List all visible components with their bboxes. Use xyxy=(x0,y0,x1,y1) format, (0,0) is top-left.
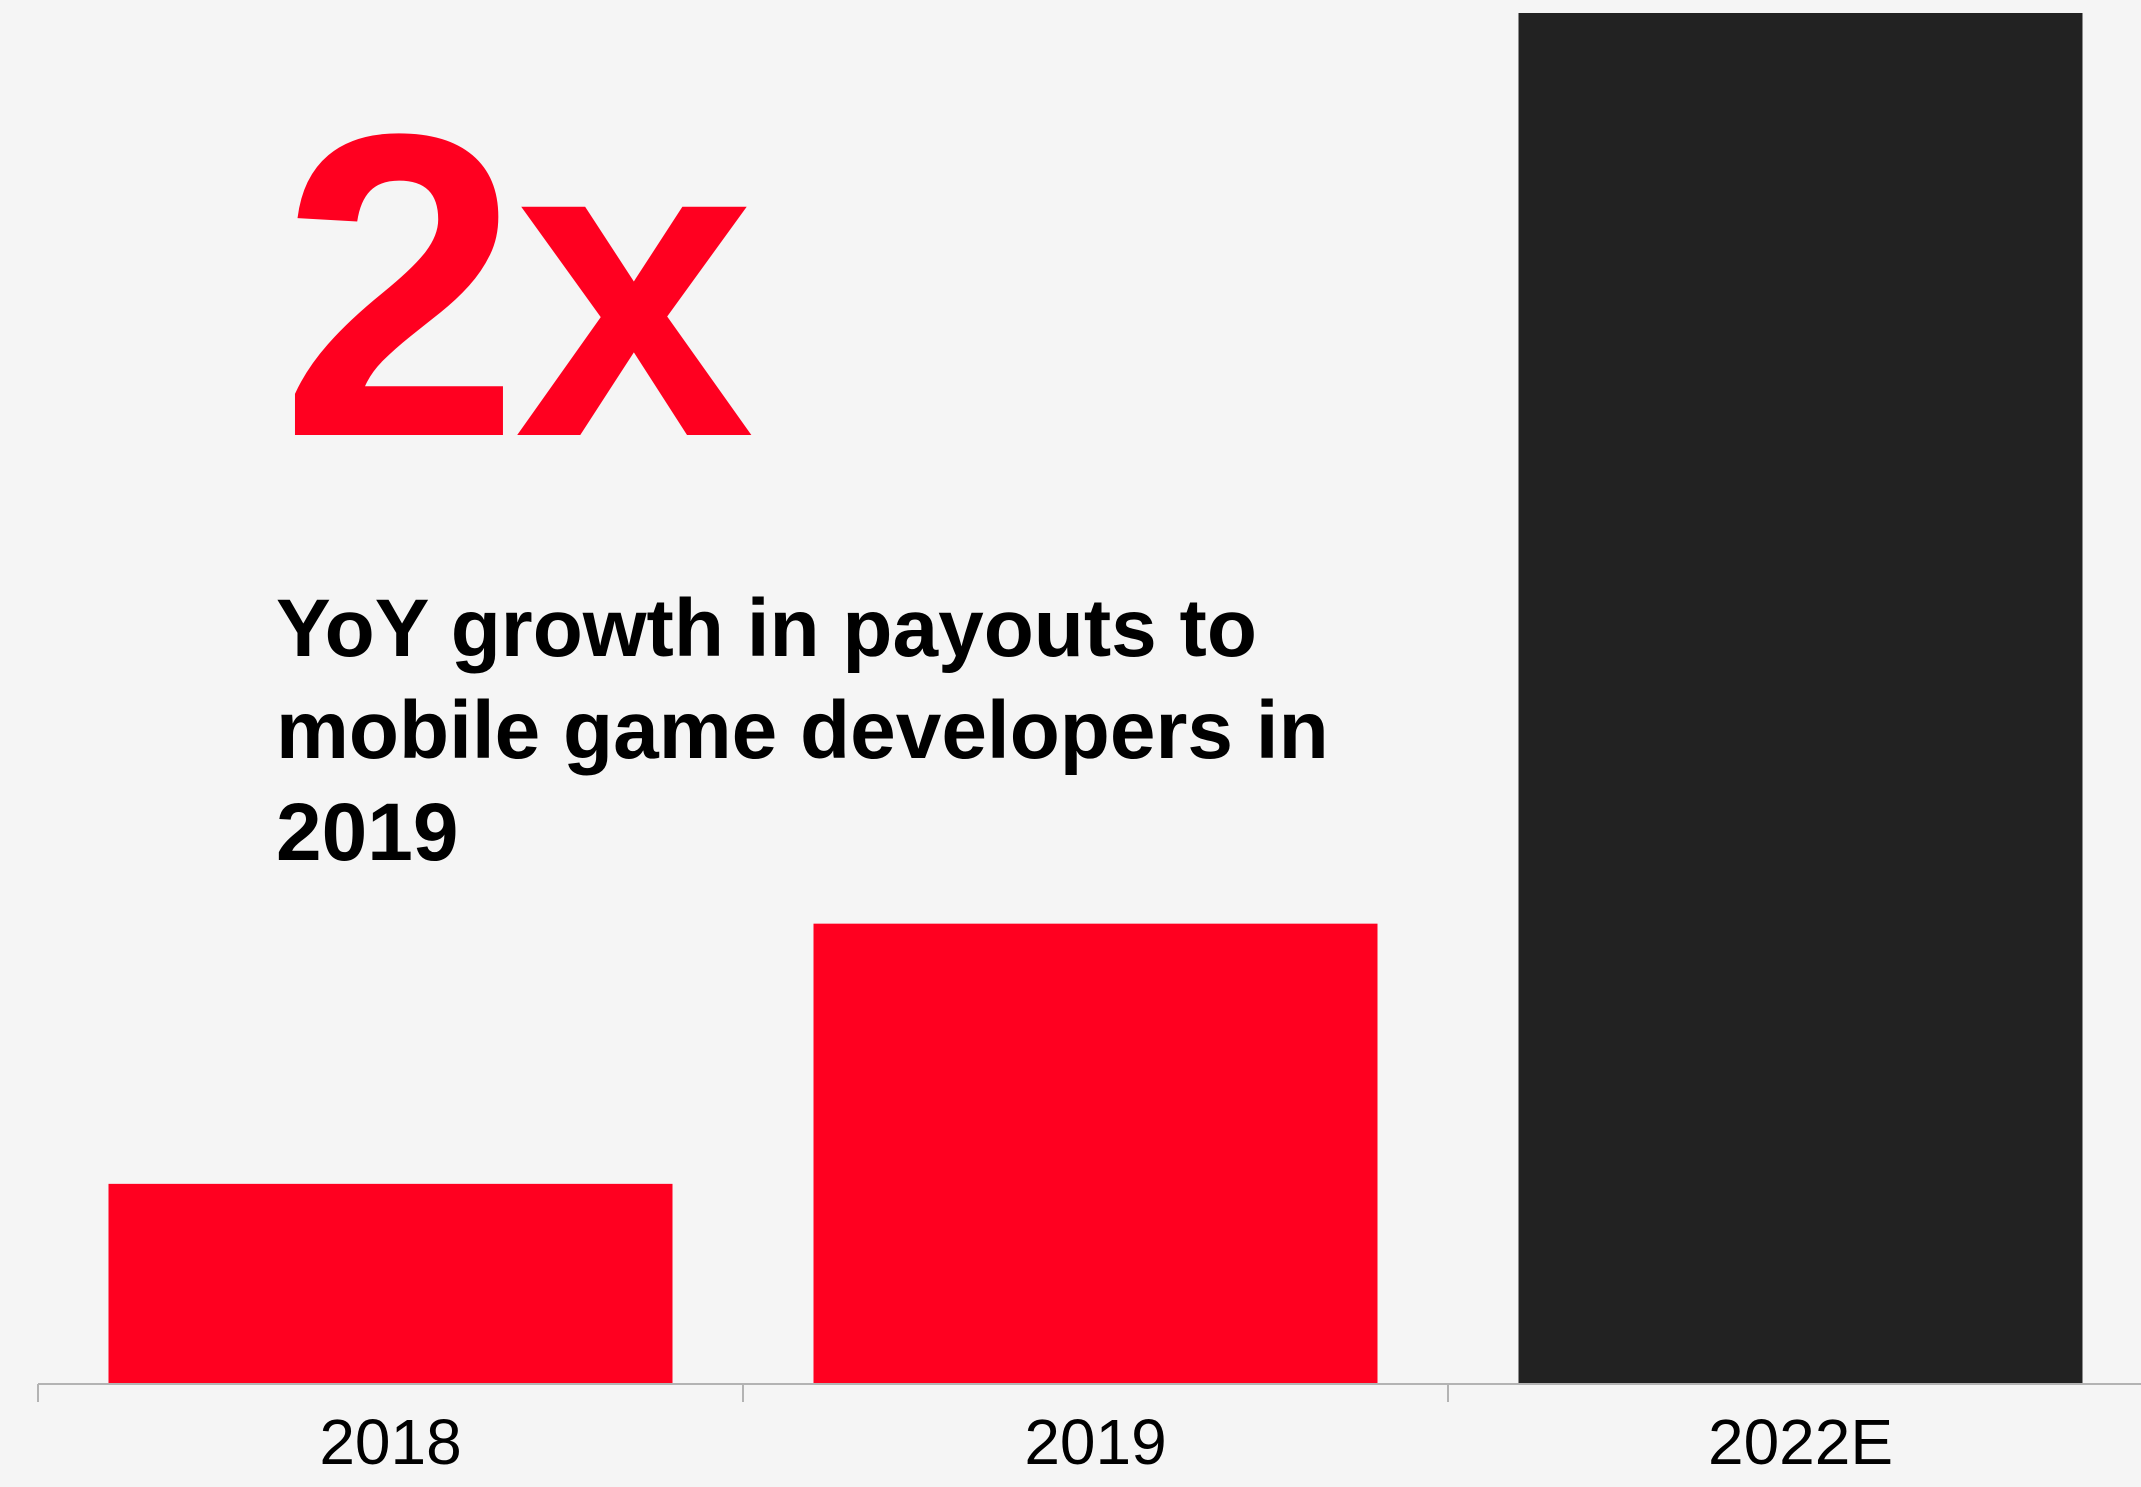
x-tick-label: 2022E xyxy=(1708,1406,1893,1478)
chart-subtitle: YoY growth in payouts to mobile game dev… xyxy=(276,583,1329,878)
bar-2018 xyxy=(108,1183,673,1384)
x-tick-label: 2018 xyxy=(319,1406,461,1478)
bar-2019 xyxy=(813,923,1378,1384)
x-tick-label: 2019 xyxy=(1024,1406,1166,1478)
x-axis-labels: 2018 2019 2022E xyxy=(319,1406,1893,1478)
bars-group xyxy=(108,13,2083,1384)
bar-2022e xyxy=(1518,13,2083,1384)
headline-multiplier: 2x xyxy=(280,44,755,527)
x-axis-ticks xyxy=(37,1384,1449,1402)
